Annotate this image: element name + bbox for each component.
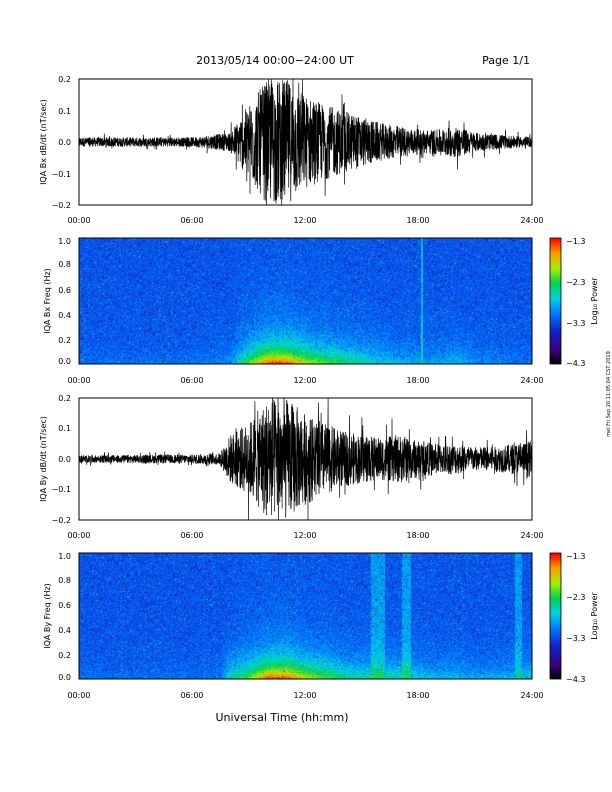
colorbar-frame [549, 237, 562, 365]
by-freq-y-ticks: 1.0 0.8 0.6 0.4 0.2 0.0 [58, 552, 71, 682]
x-tick-label: 24:00 [520, 691, 543, 700]
colorbar-tick: −1.3 [566, 552, 585, 561]
x-tick-label: 06:00 [180, 531, 203, 540]
y-tick-label: 0.0 [58, 455, 71, 464]
x-tick-label: 12:00 [293, 216, 316, 225]
y-tick-label: 0.8 [58, 576, 71, 585]
colorbar-tick: −4.3 [566, 359, 585, 368]
page-title: 2013/05/14 00:00−24:00 UT [196, 54, 354, 67]
x-tick-label: 18:00 [406, 531, 429, 540]
y-tick-label: −0.2 [52, 516, 71, 525]
y-tick-label: 0.2 [58, 336, 71, 345]
y-tick-label: 1.0 [58, 552, 71, 561]
y-tick-label: 0.4 [58, 311, 71, 320]
y-tick-label: 0.4 [58, 626, 71, 635]
y-tick-label: −0.2 [52, 201, 71, 210]
x-tick-label: 06:00 [180, 216, 203, 225]
bx-freq-x-ticks: 00:00 06:00 12:00 18:00 24:00 [67, 376, 543, 385]
by-y-ticks: 0.2 0.1 0.0 −0.1 −0.2 [52, 394, 71, 525]
bx-series-line [78, 78, 533, 206]
colorbar-frame [549, 552, 562, 680]
y-tick-label: 0.2 [58, 394, 71, 403]
colorbar-tick: −4.3 [566, 675, 585, 684]
x-tick-label: 12:00 [293, 691, 316, 700]
x-tick-label: 24:00 [520, 531, 543, 540]
x-tick-label: 12:00 [293, 531, 316, 540]
y-axis-label: IQA Bx Freq (Hz) [43, 268, 52, 334]
x-tick-label: 00:00 [67, 531, 90, 540]
y-tick-label: 0.2 [58, 75, 71, 84]
x-tick-label: 00:00 [67, 376, 90, 385]
bx-y-ticks: 0.2 0.1 0.0 −0.1 −0.2 [52, 75, 71, 210]
y-axis-label: IQA By Freq (Hz) [43, 583, 52, 649]
bx-x-ticks: 00:00 06:00 12:00 18:00 24:00 [67, 216, 543, 225]
y-tick-label: 0.8 [58, 260, 71, 269]
y-axis-label: IQA By dB/dt (nT/sec) [39, 416, 48, 502]
colorbar-bx: −1.3 −2.3 −3.3 −4.3 Log₁₀ Power [549, 237, 599, 368]
y-tick-label: −0.1 [52, 485, 71, 494]
panel-bx-spectrogram: 1.0 0.8 0.6 0.4 0.2 0.0 IQA Bx Freq (Hz)… [43, 237, 544, 385]
x-tick-label: 18:00 [406, 216, 429, 225]
colorbar-tick: −2.3 [566, 278, 585, 287]
x-tick-label: 12:00 [293, 376, 316, 385]
by-series-line [78, 397, 533, 521]
x-tick-label: 24:00 [520, 216, 543, 225]
x-tick-label: 00:00 [67, 216, 90, 225]
page-number: Page 1/1 [482, 54, 530, 67]
panel-by-spectrogram: 1.0 0.8 0.6 0.4 0.2 0.0 IQA By Freq (Hz)… [43, 552, 544, 700]
plot-frame [78, 552, 533, 680]
y-tick-label: 0.6 [58, 286, 71, 295]
by-spectrogram-image [79, 553, 532, 679]
x-axis-label: Universal Time (hh:mm) [216, 711, 349, 724]
colorbar-tick: −3.3 [566, 319, 585, 328]
panel-by-timeseries: 0.2 0.1 0.0 −0.1 −0.2 IQA By dB/dt (nT/s… [39, 394, 544, 540]
x-tick-label: 00:00 [67, 691, 90, 700]
plot-frame [78, 237, 533, 365]
y-tick-label: 0.0 [58, 357, 71, 366]
colorbar-label: Log₁₀ Power [590, 277, 599, 325]
colorbar-label: Log₁₀ Power [590, 592, 599, 640]
x-tick-label: 18:00 [406, 691, 429, 700]
bx-spectrogram-image [79, 238, 532, 364]
x-tick-label: 06:00 [180, 376, 203, 385]
y-tick-label: 0.1 [58, 107, 71, 116]
y-axis-label: IQA Bx dB/dt (nT/sec) [39, 99, 48, 185]
y-tick-label: 0.6 [58, 601, 71, 610]
by-x-ticks: 00:00 06:00 12:00 18:00 24:00 [67, 531, 543, 540]
x-tick-label: 18:00 [406, 376, 429, 385]
by-freq-x-ticks: 00:00 06:00 12:00 18:00 24:00 [67, 691, 543, 700]
y-tick-label: 0.0 [58, 138, 71, 147]
colorbar-by: −1.3 −2.3 −3.3 −4.3 Log₁₀ Power [549, 552, 599, 684]
colorbar-tick: −2.3 [566, 593, 585, 602]
colorbar-gradient [550, 553, 561, 679]
y-tick-label: 0.0 [58, 673, 71, 682]
y-tick-label: −0.1 [52, 170, 71, 179]
y-tick-label: 1.0 [58, 237, 71, 246]
y-tick-label: 0.1 [58, 424, 71, 433]
colorbar-tick: −3.3 [566, 634, 585, 643]
x-tick-label: 06:00 [180, 691, 203, 700]
panel-bx-timeseries: 0.2 0.1 0.0 −0.1 −0.2 IQA Bx dB/dt (nT/s… [39, 75, 544, 225]
bx-freq-y-ticks: 1.0 0.8 0.6 0.4 0.2 0.0 [58, 237, 71, 366]
x-tick-label: 24:00 [520, 376, 543, 385]
colorbar-gradient [550, 238, 561, 364]
colorbar-tick: −1.3 [566, 237, 585, 246]
print-timestamp: mel Fri Sep 20 11:05:04 CST 2019 [606, 351, 612, 437]
y-tick-label: 0.2 [58, 651, 71, 660]
